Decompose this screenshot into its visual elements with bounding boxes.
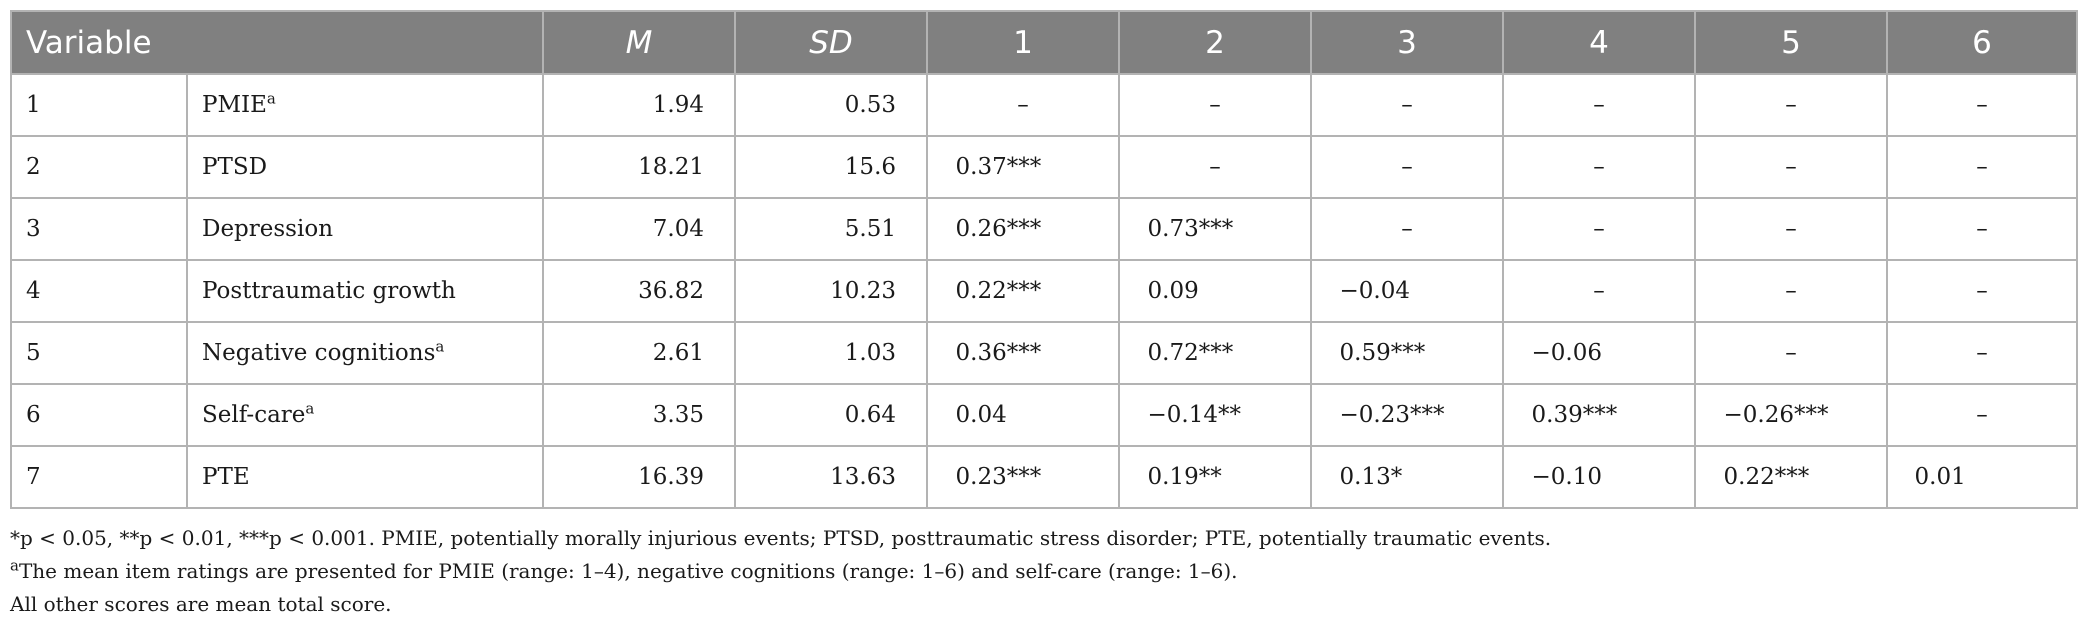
variable-name: Posttraumatic growth <box>185 259 545 323</box>
mean-value: 36.82 <box>542 259 737 323</box>
row-index: 2 <box>10 135 188 199</box>
row-index: 1 <box>10 73 188 137</box>
correlation-cell: – <box>1886 73 2079 137</box>
footnote-marker: a <box>435 337 445 356</box>
sd-value: 0.53 <box>734 73 929 137</box>
variable-name: PTSD <box>185 135 545 199</box>
note-mean-item: aThe mean item ratings are presented for… <box>10 556 1238 583</box>
correlation-cell: 0.36*** <box>926 321 1121 385</box>
footnote-marker: a <box>266 89 276 108</box>
correlation-cell: 0.26*** <box>926 197 1121 261</box>
header-col-1: 1 <box>926 10 1121 75</box>
correlation-cell: 0.09 <box>1118 259 1313 323</box>
correlation-table: Variable M SD 1 2 3 4 5 6 1 PMIEa 1.94 0.53… <box>9 10 2079 509</box>
row-index: 5 <box>10 321 188 385</box>
correlation-cell: 0.37*** <box>926 135 1121 199</box>
correlation-cell: −0.06 <box>1502 321 1697 385</box>
correlation-cell: −0.23*** <box>1310 383 1505 447</box>
variable-name: Depression <box>185 197 545 261</box>
correlation-cell: – <box>1310 197 1505 261</box>
correlation-cell: – <box>1694 259 1889 323</box>
correlation-cell: – <box>1694 197 1889 261</box>
correlation-cell: – <box>1310 73 1505 137</box>
table-row: 2 PTSD 18.21 15.6 0.37*** – – – – – <box>10 135 2079 199</box>
correlation-cell: 0.22*** <box>1694 445 1889 509</box>
sd-value: 5.51 <box>734 197 929 261</box>
mean-value: 18.21 <box>542 135 737 199</box>
correlation-cell: 0.39*** <box>1502 383 1697 447</box>
sd-value: 15.6 <box>734 135 929 199</box>
correlation-cell: – <box>1886 321 2079 385</box>
header-col-3: 3 <box>1310 10 1505 75</box>
header-col-5: 5 <box>1694 10 1889 75</box>
variable-name: Self-carea <box>185 383 545 447</box>
note-significance: *p < 0.05, **p < 0.01, ***p < 0.001. PMI… <box>10 526 1552 550</box>
header-col-4: 4 <box>1502 10 1697 75</box>
mean-value: 2.61 <box>542 321 737 385</box>
table-row: 1 PMIEa 1.94 0.53– – – – – – <box>10 73 2079 137</box>
correlation-cell: −0.14** <box>1118 383 1313 447</box>
mean-value: 3.35 <box>542 383 737 447</box>
correlation-cell: −0.26*** <box>1694 383 1889 447</box>
correlation-cell: – <box>1310 135 1505 199</box>
correlation-cell: – <box>1118 135 1313 199</box>
correlation-cell: −0.10 <box>1502 445 1697 509</box>
sd-value: 0.64 <box>734 383 929 447</box>
header-col-6: 6 <box>1886 10 2079 75</box>
table-row: 5 Negative cognitionsa 2.61 1.03 0.36*** 0.72… <box>10 321 2079 385</box>
header-sd: SD <box>734 10 929 75</box>
table-row: 7 PTE 16.39 13.63 0.23*** 0.19** 0.13* −0.10 0.2… <box>10 445 2079 509</box>
mean-value: 16.39 <box>542 445 737 509</box>
correlation-cell: – <box>1502 259 1697 323</box>
footnote-marker: a <box>305 399 315 418</box>
sd-value: 10.23 <box>734 259 929 323</box>
header-row: Variable M SD 1 2 3 4 5 6 <box>9 10 2079 75</box>
table-row: 4 Posttraumatic growth 36.82 10.23 0.22*** 0.… <box>10 259 2079 323</box>
row-index: 6 <box>10 383 188 447</box>
header-variable: Variable <box>9 10 545 75</box>
variable-name: Negative cognitionsa <box>185 321 545 385</box>
correlation-cell: – <box>1694 73 1889 137</box>
correlation-cell: – <box>1886 383 2079 447</box>
correlation-cell: −0.04 <box>1310 259 1505 323</box>
correlation-cell: 0.04 <box>926 383 1121 447</box>
mean-value: 1.94 <box>542 73 737 137</box>
row-index: 3 <box>10 197 188 261</box>
sd-value: 1.03 <box>734 321 929 385</box>
sd-value: 13.63 <box>734 445 929 509</box>
correlation-cell: 0.72*** <box>1118 321 1313 385</box>
table-row: 6 Self-carea 3.35 0.64 0.04 −0.14** −0.23*** 0.… <box>10 383 2079 447</box>
correlation-cell: – <box>1886 259 2079 323</box>
row-index: 7 <box>10 445 188 509</box>
table-body: 1 PMIEa 1.94 0.53– – – – – –2 PTSD 18.21 15.6 0.37**… <box>10 73 2079 509</box>
correlation-cell: – <box>1886 135 2079 199</box>
correlation-cell: 0.22*** <box>926 259 1121 323</box>
variable-name: PMIEa <box>185 73 545 137</box>
mean-value: 7.04 <box>542 197 737 261</box>
correlation-cell: – <box>1886 197 2079 261</box>
correlation-cell: 0.23*** <box>926 445 1121 509</box>
variable-name: PTE <box>185 445 545 509</box>
table-notes: *p < 0.05, **p < 0.01, ***p < 0.001. PMI… <box>10 525 2076 617</box>
note-total-score: All other scores are mean total score. <box>10 592 392 616</box>
correlation-table-container: Variable M SD 1 2 3 4 5 6 1 PMIEa 1.94 0.53… <box>9 10 2079 624</box>
header-mean: M <box>542 10 737 75</box>
table-row: 3 Depression 7.04 5.51 0.26*** 0.73*** – – – – <box>10 197 2079 261</box>
row-index: 4 <box>10 259 188 323</box>
correlation-cell: – <box>926 73 1121 137</box>
correlation-cell: 0.73*** <box>1118 197 1313 261</box>
correlation-cell: – <box>1502 73 1697 137</box>
correlation-cell: – <box>1502 197 1697 261</box>
correlation-cell: – <box>1694 135 1889 199</box>
correlation-cell: 0.19** <box>1118 445 1313 509</box>
correlation-cell: – <box>1502 135 1697 199</box>
correlation-cell: 0.59*** <box>1310 321 1505 385</box>
correlation-cell: 0.01 <box>1886 445 2079 509</box>
correlation-cell: 0.13* <box>1310 445 1505 509</box>
correlation-cell: – <box>1694 321 1889 385</box>
header-col-2: 2 <box>1118 10 1313 75</box>
correlation-cell: – <box>1118 73 1313 137</box>
